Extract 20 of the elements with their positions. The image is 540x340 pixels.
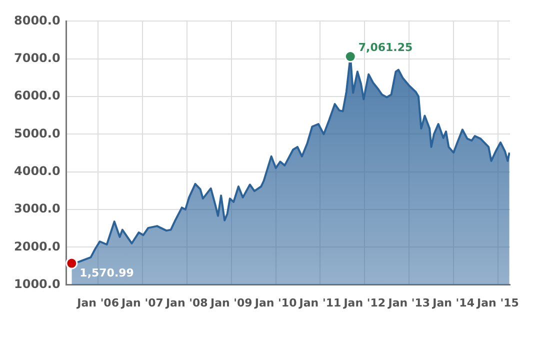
y-tick-label: 6000.0 — [14, 88, 60, 103]
x-tick-label: Jan '06 — [76, 296, 120, 310]
y-tick-label: 2000.0 — [14, 239, 60, 254]
x-tick-label: Jan '15 — [476, 296, 519, 310]
x-tick-label: Jan '07 — [120, 296, 164, 310]
annotation: 7,061.25 — [358, 40, 413, 54]
x-tick-label: Jan '09 — [209, 296, 252, 310]
y-tick-label: 5000.0 — [14, 126, 60, 140]
x-tick-label: Jan '14 — [432, 296, 475, 310]
x-tick-label: Jan '13 — [387, 296, 430, 310]
x-tick-label: Jan '11 — [298, 296, 342, 310]
y-tick-label: 3000.0 — [14, 202, 60, 216]
y-tick-label: 8000.0 — [14, 13, 60, 28]
y-tick-label: 4000.0 — [14, 164, 60, 178]
annotation: 1,570.99 — [80, 266, 134, 280]
x-tick-label: Jan '08 — [164, 296, 208, 310]
x-tick-label: Jan '10 — [254, 296, 298, 310]
x-tick-label: Jan '12 — [342, 296, 386, 310]
y-tick-label: 1000.0 — [14, 276, 60, 291]
y-tick-label: 7000.0 — [14, 50, 60, 65]
